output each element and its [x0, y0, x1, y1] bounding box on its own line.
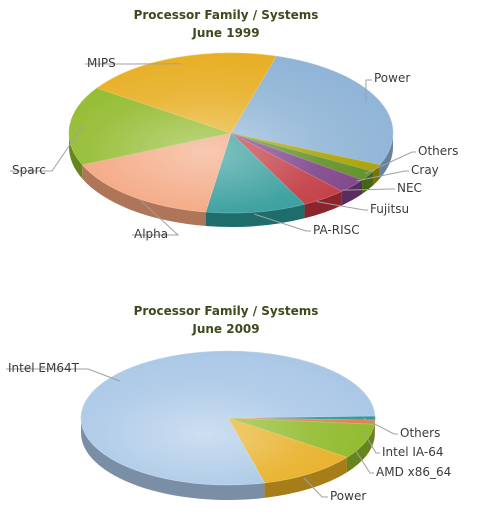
slice-side-alpha	[82, 164, 206, 227]
pie-tops	[68, 52, 394, 214]
label-nec: NEC	[397, 181, 422, 195]
pie-tops	[80, 350, 376, 486]
label-cray: Cray	[411, 163, 439, 177]
label-intel-em64t: Intel EM64T	[8, 361, 80, 375]
label-mips: MIPS	[87, 56, 116, 70]
leader-power	[303, 477, 328, 498]
label-pa-risc: PA-RISC	[313, 223, 360, 237]
leader-lines	[6, 368, 398, 498]
slice-labels: Power Others Cray NEC Fujitsu PA-RISC Alpha Spa…	[12, 56, 458, 241]
label-power: Power	[330, 489, 366, 503]
leader-pa-risc	[254, 213, 311, 232]
pie-chart-1999: Processor Family / Systems June 1999 Pow…	[10, 8, 458, 241]
slice-labels: Others Intel IA-64 AMD x86_64 Power Intel EM…	[8, 361, 451, 503]
leader-amd-x86-64	[354, 448, 374, 474]
label-others: Others	[418, 144, 458, 158]
label-power: Power	[374, 71, 410, 85]
chart-subtitle: June 2009	[191, 322, 259, 336]
leader-intel-ia-64	[362, 430, 380, 454]
slice-side-intel-em64t	[81, 418, 265, 500]
leader-intel-em64t	[6, 368, 121, 382]
leader-fujitsu	[316, 201, 368, 211]
leader-others	[363, 417, 398, 435]
leader-cray	[356, 170, 409, 182]
leader-power	[365, 79, 372, 102]
pie-chart-2009: Processor Family / Systems June 2009 Oth…	[6, 304, 451, 503]
pie-highlight	[69, 53, 393, 213]
chart-title: Processor Family / Systems	[134, 8, 319, 22]
chart-title: Processor Family / Systems	[134, 304, 319, 318]
slice-side-others	[372, 164, 380, 186]
label-intel-ia-64: Intel IA-64	[382, 445, 443, 459]
leader-others	[364, 151, 416, 175]
slice-side-pa-risc	[205, 204, 305, 227]
leader-nec	[342, 188, 395, 191]
label-sparc: Sparc	[12, 163, 46, 177]
leader-lines	[10, 63, 416, 236]
slice-side-nec	[341, 180, 363, 206]
slice-side-fujitsu	[304, 191, 342, 219]
slice-side-cray	[362, 171, 373, 195]
label-others: Others	[400, 426, 440, 440]
chart-subtitle: June 1999	[191, 26, 259, 40]
slice-side-amd-x86-64	[346, 424, 375, 473]
label-fujitsu: Fujitsu	[370, 202, 409, 216]
pie-sides	[69, 133, 393, 227]
label-amd-x86-64: AMD x86_64	[376, 465, 451, 479]
label-alpha: Alpha	[134, 227, 168, 241]
leader-alpha	[132, 199, 180, 236]
pie-highlight	[81, 351, 375, 485]
leader-sparc	[10, 125, 84, 172]
slice-side-power	[264, 457, 347, 498]
